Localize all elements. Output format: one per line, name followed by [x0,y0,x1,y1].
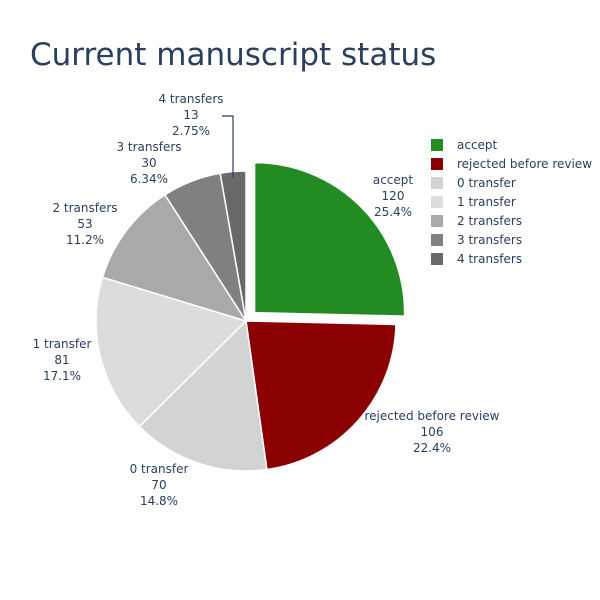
chart-title: Current manuscript status [30,37,436,73]
legend-swatch [431,139,443,151]
slice-labels: accept 120 25.4% rejected before review 106 2… [33,92,500,508]
slice-label-3-transfers: 3 transfers 30 6.34% [116,140,181,186]
legend-label: accept [457,138,498,152]
slice-label-name: accept [373,173,414,187]
slice-label-percent: 25.4% [374,205,412,219]
slice-label-value: 81 [54,353,69,367]
legend-swatch [431,253,443,265]
legend-item-accept[interactable]: accept [431,138,498,152]
slice-label-percent: 14.8% [140,494,178,508]
legend-label: 2 transfers [457,214,522,228]
legend-swatch [431,177,443,189]
slice-label-value: 30 [141,156,156,170]
legend-swatch [431,158,443,170]
slice-label-accept: accept 120 25.4% [373,173,414,219]
legend-item-4-transfers[interactable]: 4 transfers [431,252,522,266]
slice-label-percent: 17.1% [43,369,81,383]
slice-label-value: 13 [183,108,198,122]
slice-2-transfers[interactable] [101,193,248,323]
legend-label: 0 transfer [457,176,516,190]
slice-label-percent: 6.34% [130,172,168,186]
slice-label-percent: 22.4% [413,441,451,455]
legend-item-2-transfers[interactable]: 2 transfers [431,214,522,228]
slice-label-percent: 11.2% [66,233,104,247]
slice-label-rejected-before-review: rejected before review 106 22.4% [364,409,499,455]
slice-1-transfer[interactable] [95,276,248,428]
legend-label: 4 transfers [457,252,522,266]
slice-label-0-transfer: 0 transfer 70 14.8% [130,462,189,508]
legend-swatch [431,234,443,246]
legend-label: rejected before review [457,157,592,171]
legend-item-1-transfer[interactable]: 1 transfer [431,195,516,209]
slice-label-name: 3 transfers [116,140,181,154]
slice-label-value: 53 [77,217,92,231]
slice-label-name: 4 transfers [158,92,223,106]
slice-label-name: 1 transfer [33,337,92,351]
slice-label-name: 2 transfers [52,201,117,215]
slice-label-percent: 2.75% [172,124,210,138]
leader-lines [222,115,234,178]
slice-0-transfer[interactable] [138,319,268,472]
legend-label: 3 transfers [457,233,522,247]
slice-label-4-transfers: 4 transfers 13 2.75% [158,92,223,138]
slice-label-1-transfer: 1 transfer 81 17.1% [33,337,92,383]
pie-slices [95,161,406,472]
leader-line-4-transfers [222,115,234,178]
legend[interactable]: accept rejected before review 0 transfer 1 … [431,138,592,266]
slice-label-value: 106 [421,425,444,439]
legend-swatch [431,215,443,227]
legend-item-0-transfer[interactable]: 0 transfer [431,176,516,190]
slice-label-value: 70 [151,478,166,492]
slice-label-value: 120 [382,189,405,203]
slice-label-2-transfers: 2 transfers 53 11.2% [52,201,117,247]
legend-swatch [431,196,443,208]
legend-item-rejected-before-review[interactable]: rejected before review [431,157,592,171]
legend-item-3-transfers[interactable]: 3 transfers [431,233,522,247]
legend-label: 1 transfer [457,195,516,209]
slice-accept[interactable] [253,161,406,317]
slice-label-name: 0 transfer [130,462,189,476]
slice-rejected-before-review[interactable] [245,320,397,471]
slice-label-name: rejected before review [364,409,499,423]
